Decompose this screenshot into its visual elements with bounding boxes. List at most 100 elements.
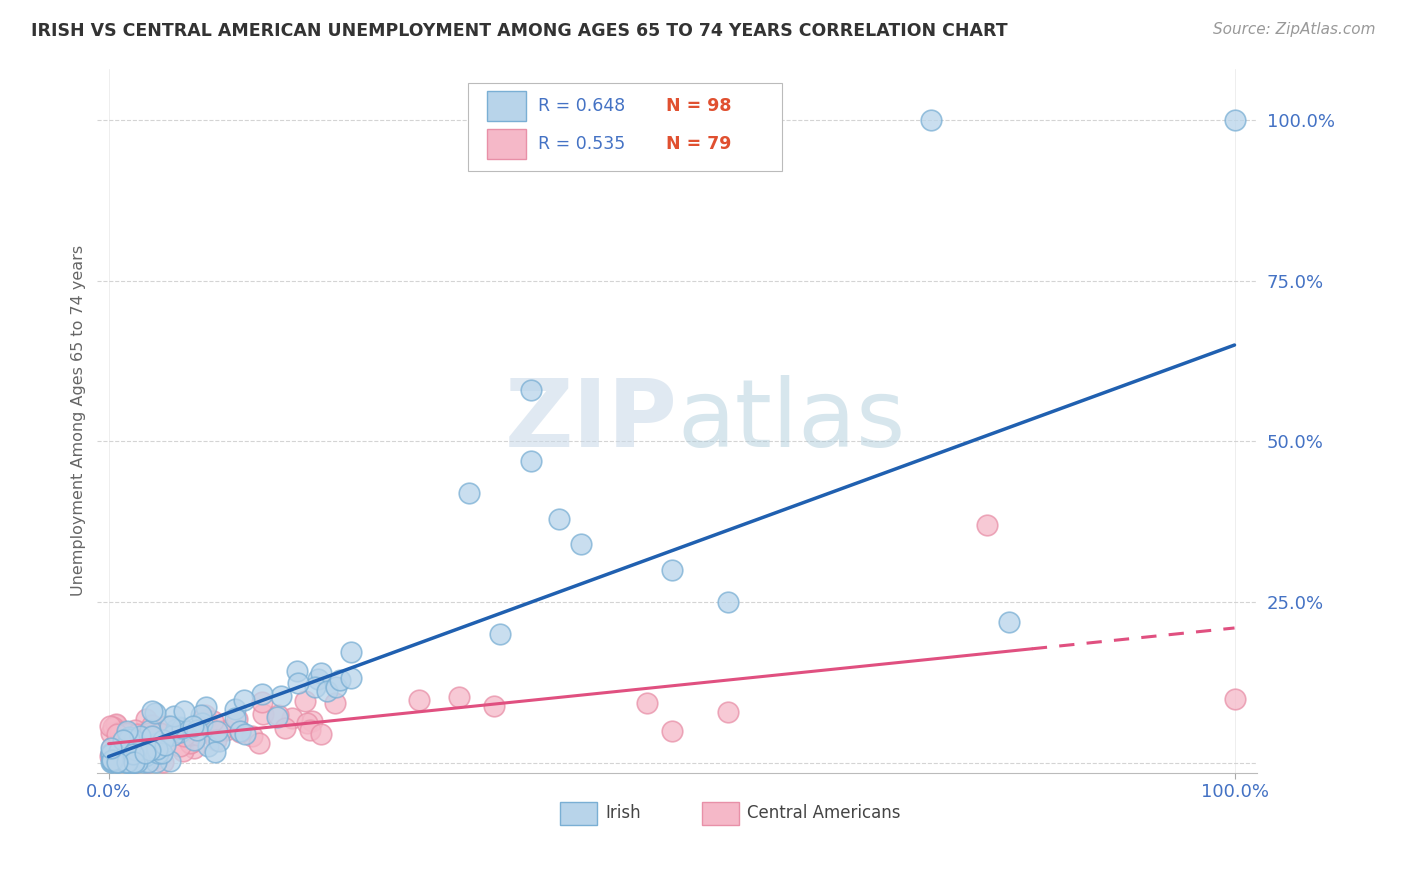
Point — [159, 727, 181, 741]
Point — [266, 710, 288, 724]
Point — [152, 756, 174, 770]
Point — [173, 704, 195, 718]
Point — [325, 681, 347, 695]
Point — [661, 723, 683, 738]
Point — [117, 756, 139, 770]
Point — [976, 518, 998, 533]
Point — [105, 717, 128, 731]
Point — [100, 741, 122, 756]
Point — [118, 730, 141, 744]
Point — [101, 756, 124, 770]
Point — [155, 718, 177, 732]
Point — [145, 739, 167, 753]
Point — [1223, 112, 1246, 127]
Point — [108, 724, 131, 739]
Point — [139, 731, 162, 745]
Point — [186, 723, 208, 737]
Point — [115, 724, 138, 739]
Point — [120, 732, 142, 747]
Point — [165, 723, 187, 737]
Point — [118, 756, 141, 770]
Point — [100, 740, 122, 755]
Point — [281, 711, 304, 725]
Point — [101, 754, 124, 768]
Text: ZIP: ZIP — [505, 375, 678, 467]
Point — [447, 690, 470, 704]
Point — [482, 698, 505, 713]
Point — [100, 747, 122, 761]
Point — [458, 486, 481, 500]
Point — [520, 383, 543, 397]
Point — [122, 756, 145, 770]
Point — [122, 732, 145, 747]
Point — [299, 723, 322, 737]
Point — [229, 724, 252, 739]
Point — [145, 756, 167, 770]
Point — [285, 664, 308, 678]
Point — [134, 746, 156, 760]
Point — [661, 563, 683, 577]
Point — [287, 676, 309, 690]
Point — [129, 729, 152, 743]
Point — [132, 743, 155, 757]
Point — [108, 744, 131, 758]
Point — [209, 723, 232, 738]
Point — [340, 671, 363, 685]
Point — [117, 727, 139, 741]
FancyBboxPatch shape — [486, 91, 526, 120]
Point — [141, 717, 163, 731]
Point — [172, 743, 194, 757]
Point — [215, 723, 238, 738]
Point — [162, 727, 184, 741]
Point — [301, 714, 323, 728]
Text: atlas: atlas — [678, 375, 905, 467]
Point — [548, 511, 571, 525]
Point — [143, 735, 166, 749]
Point — [169, 739, 191, 753]
Point — [153, 738, 176, 752]
Text: N = 79: N = 79 — [665, 135, 731, 153]
Point — [172, 721, 194, 735]
Point — [201, 714, 224, 728]
Point — [163, 708, 186, 723]
Text: Irish: Irish — [606, 805, 641, 822]
Point — [134, 745, 156, 759]
Point — [127, 751, 149, 765]
Point — [100, 746, 122, 760]
Point — [316, 683, 339, 698]
Point — [489, 627, 512, 641]
Point — [105, 727, 128, 741]
Point — [247, 736, 270, 750]
Point — [717, 595, 740, 609]
Point — [115, 756, 138, 770]
Point — [122, 756, 145, 770]
Point — [169, 720, 191, 734]
Text: R = 0.648: R = 0.648 — [538, 97, 626, 115]
Point — [100, 753, 122, 767]
FancyBboxPatch shape — [468, 83, 782, 170]
Point — [101, 719, 124, 733]
Point — [233, 693, 256, 707]
Point — [134, 748, 156, 763]
Point — [520, 454, 543, 468]
Point — [169, 724, 191, 739]
Point — [329, 673, 352, 687]
Point — [208, 733, 231, 747]
Point — [111, 733, 134, 747]
Point — [266, 707, 288, 722]
Point — [408, 693, 430, 707]
Point — [180, 728, 202, 742]
FancyBboxPatch shape — [486, 129, 526, 159]
Point — [270, 689, 292, 703]
Point — [717, 705, 740, 719]
Point — [107, 756, 129, 770]
Point — [138, 729, 160, 743]
Point — [295, 716, 318, 731]
Point — [205, 723, 228, 738]
FancyBboxPatch shape — [560, 802, 598, 825]
Point — [124, 747, 146, 761]
Point — [100, 756, 122, 770]
Point — [118, 732, 141, 747]
Point — [105, 756, 128, 770]
Point — [150, 747, 173, 761]
